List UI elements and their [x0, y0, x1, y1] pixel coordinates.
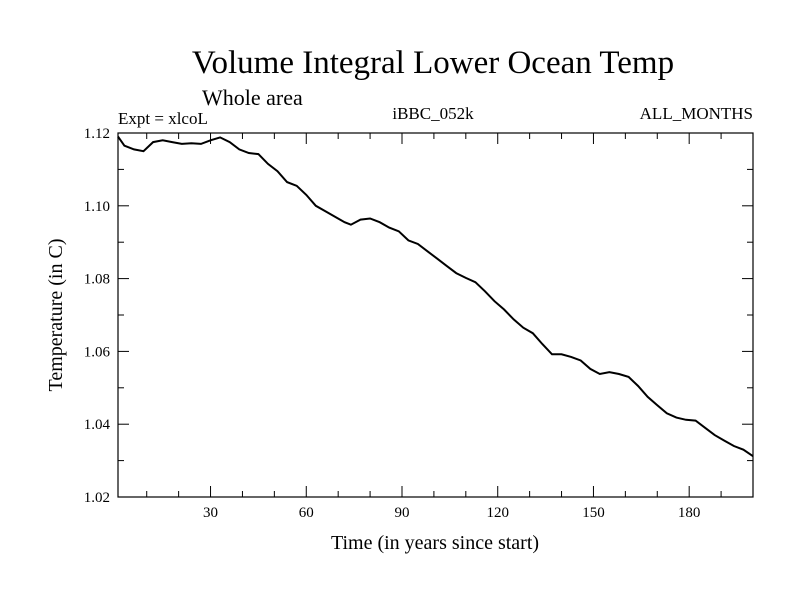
y-axis-label: Temperature (in C)	[45, 239, 67, 392]
y-tick-label: 1.04	[84, 417, 111, 433]
y-tick-label: 1.10	[84, 199, 110, 215]
y-tick-label: 1.08	[84, 272, 110, 288]
y-tick-label: 1.06	[84, 344, 111, 360]
chart-subtitle: Whole area	[202, 85, 303, 110]
plot-frame	[117, 132, 754, 498]
y-tick-label: 1.12	[84, 126, 110, 142]
x-axis-tick-labels: 30 60 90 120 150 180	[203, 505, 700, 521]
months-label: ALL_MONTHS	[640, 104, 753, 123]
experiment-label: Expt = xlcoL	[118, 109, 208, 128]
axis-ticks	[118, 132, 753, 498]
run-id-label: iBBC_052k	[392, 104, 474, 123]
x-axis-label: Time (in years since start)	[331, 532, 539, 554]
x-tick-label: 30	[203, 505, 218, 521]
x-tick-label: 90	[394, 505, 409, 521]
chart-title: Volume Integral Lower Ocean Temp	[192, 45, 674, 81]
temperature-series-line	[117, 136, 754, 458]
x-tick-label: 180	[678, 505, 701, 521]
x-tick-label: 120	[486, 505, 509, 521]
y-axis-tick-labels: 1.02 1.04 1.06 1.08 1.10 1.12	[84, 126, 111, 506]
x-tick-label: 60	[299, 505, 314, 521]
y-tick-label: 1.02	[84, 490, 110, 506]
x-tick-label: 150	[582, 505, 605, 521]
